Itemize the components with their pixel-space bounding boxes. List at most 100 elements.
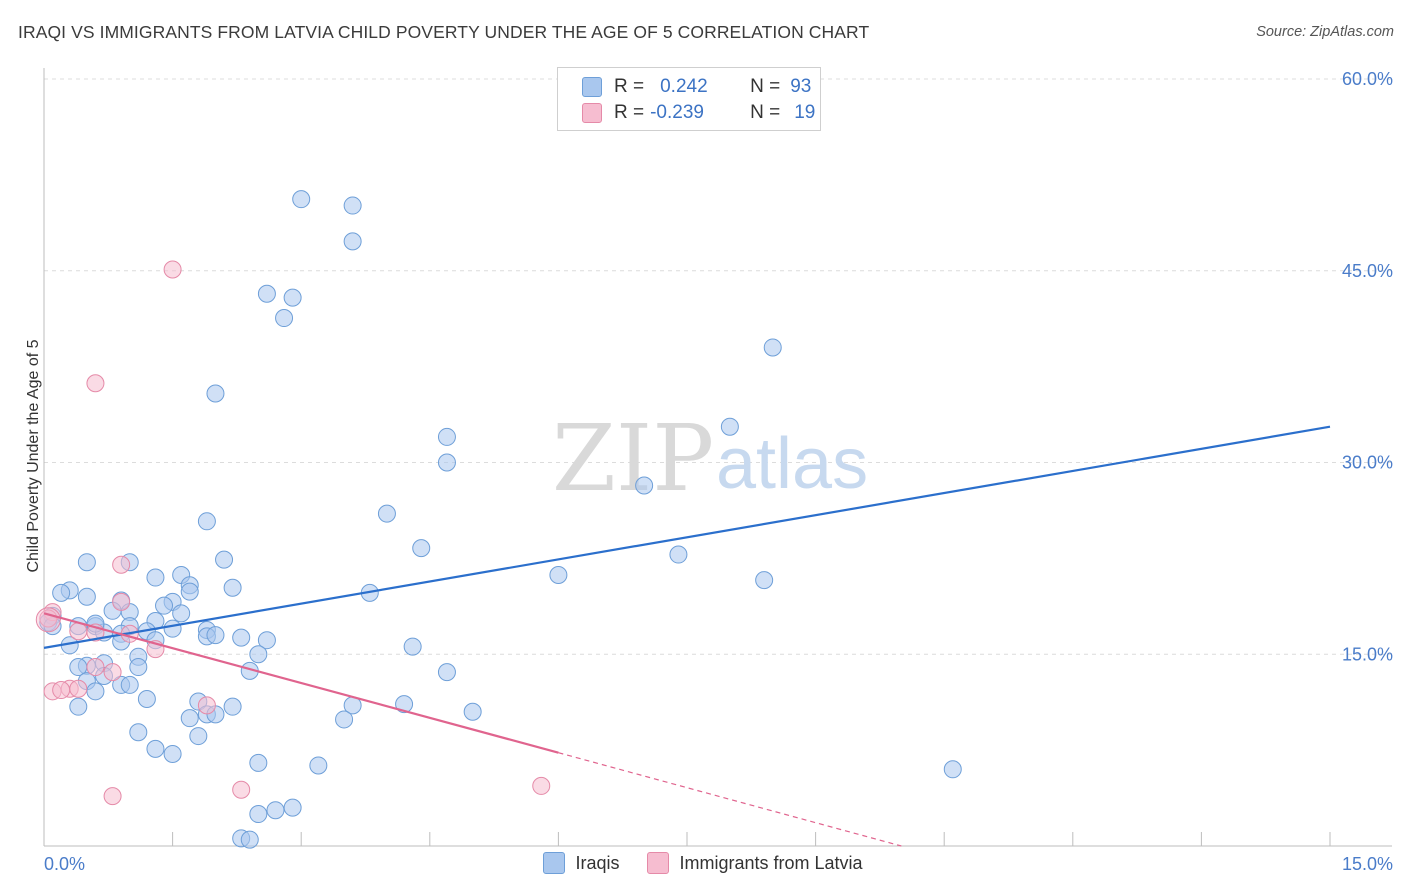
point-iraqis	[249, 645, 268, 664]
series-legend-latvia: Immigrants from Latvia	[647, 852, 863, 874]
point-iraqis	[120, 675, 139, 694]
axes	[43, 68, 1392, 847]
point-iraqis	[283, 798, 302, 817]
point-latvia	[163, 260, 182, 279]
point-iraqis	[395, 695, 414, 714]
point-latvia	[69, 679, 88, 698]
legend-n-label: N =	[750, 102, 781, 123]
series-label-latvia: Immigrants from Latvia	[679, 852, 863, 873]
point-latvia	[103, 787, 122, 806]
series-swatch-latvia	[647, 852, 670, 874]
point-iraqis	[257, 631, 276, 650]
legend-n-label: N =	[750, 76, 781, 97]
point-iraqis	[343, 232, 362, 251]
point-iraqis	[720, 417, 739, 436]
point-iraqis	[283, 288, 302, 307]
point-latvia	[112, 592, 131, 611]
trend-line-latvia-extension	[558, 752, 902, 847]
point-iraqis	[155, 596, 174, 615]
point-iraqis	[755, 571, 774, 590]
point-iraqis	[437, 663, 456, 682]
trend-line-iraqis	[43, 425, 1331, 649]
point-latvia	[232, 780, 251, 799]
point-iraqis	[292, 190, 311, 209]
chart-title: IRAQI VS IMMIGRANTS FROM LATVIA CHILD PO…	[18, 22, 870, 42]
point-iraqis	[943, 760, 962, 779]
point-iraqis	[309, 756, 328, 775]
point-iraqis	[669, 545, 688, 564]
point-iraqis	[249, 753, 268, 772]
trend-line-latvia	[43, 612, 559, 754]
trend-lines	[43, 425, 1331, 847]
point-iraqis	[77, 587, 96, 606]
point-iraqis	[172, 604, 191, 623]
point-iraqis	[463, 702, 482, 721]
point-iraqis	[343, 196, 362, 215]
point-iraqis	[137, 689, 156, 708]
point-iraqis	[232, 628, 251, 647]
point-iraqis	[549, 565, 568, 584]
point-iraqis	[437, 453, 456, 472]
y-tick-label: 60.0%	[1342, 69, 1393, 89]
point-latvia	[112, 555, 131, 574]
point-latvia	[103, 663, 122, 682]
point-latvia	[86, 658, 105, 677]
point-latvia	[86, 374, 105, 393]
correlation-legend: R = 0.242 N = 93 R = -0.239 N = 19	[557, 67, 821, 131]
legend-r-value: 0.242	[660, 76, 708, 97]
point-iraqis	[412, 539, 431, 558]
point-iraqis	[163, 619, 182, 638]
legend-swatch-iraqis	[582, 77, 602, 97]
point-iraqis	[77, 553, 96, 572]
legend-r-label: R =	[614, 76, 645, 97]
point-iraqis	[197, 512, 216, 531]
legend-n-value: 19	[794, 102, 816, 123]
series-legend-iraqis: Iraqis	[543, 852, 619, 874]
legend-r-label: R =	[614, 102, 645, 123]
point-latvia	[52, 681, 71, 700]
point-iraqis	[377, 504, 396, 523]
point-iraqis	[69, 697, 88, 716]
x-tick-label-min: 0.0%	[44, 854, 85, 874]
point-cluster	[35, 607, 61, 633]
point-iraqis	[206, 626, 225, 645]
point-iraqis	[146, 739, 165, 758]
point-iraqis	[146, 568, 165, 587]
point-iraqis	[223, 697, 242, 716]
point-latvia	[532, 776, 551, 795]
legend-swatch-latvia	[582, 103, 602, 123]
source-credit: Source: ZipAtlas.com	[1256, 24, 1394, 40]
legend-row-latvia: R = -0.239 N = 19	[582, 101, 815, 125]
y-tick-label: 45.0%	[1342, 261, 1393, 281]
watermark-zip: ZIP	[552, 405, 714, 512]
point-iraqis	[763, 338, 782, 357]
point-iraqis	[403, 637, 422, 656]
point-iraqis	[215, 550, 234, 569]
y-tick-label: 15.0%	[1342, 644, 1393, 664]
series-swatch-iraqis	[543, 852, 566, 874]
point-iraqis	[180, 582, 199, 601]
point-iraqis	[206, 384, 225, 403]
legend-n-value: 93	[790, 76, 812, 97]
point-iraqis	[249, 805, 268, 824]
point-iraqis	[180, 709, 199, 728]
watermark-atlas: atlas	[716, 424, 868, 504]
tick-labels: 15.0% 30.0% 45.0% 60.0% 0.0% 15.0%	[44, 69, 1393, 874]
point-iraqis	[437, 427, 456, 446]
point-iraqis	[266, 801, 285, 820]
point-iraqis	[635, 476, 654, 495]
point-iraqis	[86, 682, 105, 701]
gridlines	[44, 78, 1392, 655]
point-iraqis	[129, 723, 148, 742]
x-tick-label-max: 15.0%	[1342, 854, 1393, 874]
point-iraqis	[52, 583, 71, 602]
point-iraqis	[275, 309, 294, 328]
point-iraqis	[240, 830, 259, 849]
y-tick-label: 30.0%	[1342, 453, 1393, 473]
series-label-iraqis: Iraqis	[575, 852, 620, 873]
point-iraqis	[257, 284, 276, 303]
point-iraqis	[223, 578, 242, 597]
point-iraqis	[189, 727, 208, 746]
point-iraqis	[129, 658, 148, 677]
